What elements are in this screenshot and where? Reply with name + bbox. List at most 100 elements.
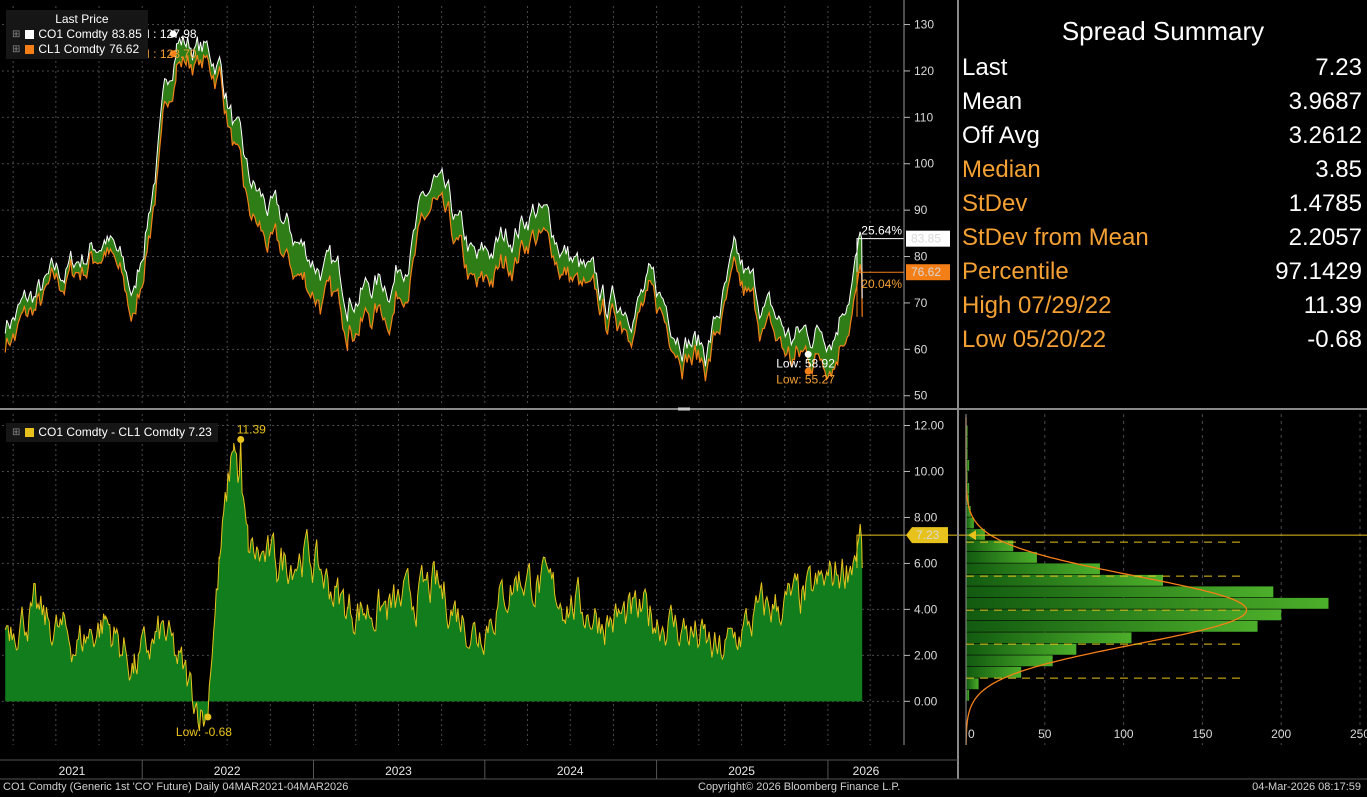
axes: 2021 2022 2023 2024 2025 2026 130 120 110 100 90 80… [0,0,1367,780]
histogram-plot [965,417,1329,745]
summary-value: -0.68 [1307,326,1362,353]
summary-row: Off Avg 3.2612 [962,119,1364,153]
summary-label: High 07/29/22 [962,292,1112,319]
spread-tick-label: 10.00 [914,464,944,478]
spread-tick-label: 0.00 [914,694,938,708]
hist-bar [966,620,1258,632]
hist-tick-label: 250 [1350,727,1367,741]
summary-row: High 07/29/22 11.39 [962,289,1364,323]
spread-tick-label: 8.00 [914,510,938,524]
hist-bar [966,643,1077,655]
summary-value: 2.2057 [1288,224,1362,251]
summary-value: 1.4785 [1288,190,1362,217]
spread-fill [5,35,863,382]
summary-value: 3.85 [1315,156,1362,183]
last-step-cl1 [856,271,904,317]
year-label: 2022 [214,764,241,778]
expand-icon: ⊞ [12,29,21,40]
hist-bar [966,597,1329,609]
summary-value: 3.9687 [1288,88,1362,115]
spread-summary: Spread Summary Last 7.23 Mean 3.9687 Off Avg… [962,16,1364,357]
summary-row: Percentile 97.1429 [962,255,1364,289]
swatch-cl1 [25,45,35,54]
summary-label: Mean [962,88,1023,115]
hist-bar [966,505,971,517]
legend-cl1-name: CL1 Comdty [38,42,106,56]
year-label: 2021 [59,764,86,778]
legend-item-co1[interactable]: ⊞ CO1 Comdty 83.85 [12,27,142,42]
hist-bar [966,436,968,448]
last-tag-cl1-text: 76.62 [911,265,941,279]
last-step-spread [856,534,904,569]
summary-label: Median [962,156,1041,183]
last-tag-spread-text: 7.23 [916,528,940,542]
pct-label-cl1: 20.04% [861,277,902,291]
last-tag-co1-text: 83.85 [911,232,941,246]
price-plot [4,35,904,382]
high-label-cl1: H : 123.70 [141,47,197,61]
high-marker-co1 [169,30,177,38]
swatch-co1 [25,30,35,39]
high-label-co1: H : 127.98 [141,27,197,41]
low-label-spread: Low: -0.68 [176,725,232,739]
spread-tick-label: 12.00 [914,418,944,432]
hist-bar [966,425,968,437]
hist-bar [966,586,1274,598]
summary-title: Spread Summary [1061,16,1265,46]
summary-label: StDev [962,190,1028,217]
legend-item-cl1[interactable]: ⊞ CL1 Comdty 76.62 [12,42,142,57]
annotations: 83.85 76.62 25.64% 20.04% H : 127.98 H : 123.… [141,27,950,739]
summary-row: Median 3.85 [962,153,1364,187]
summary-row: StDev 1.4785 [962,187,1364,221]
hist-bar [966,448,968,460]
summary-value: 11.39 [1303,292,1362,319]
price-legend-title: Last Price [55,12,109,26]
hist-tick-label: 0 [968,727,975,741]
legend-co1-last: 83.85 [111,27,142,41]
price-tick-label: 100 [914,157,934,171]
swatch-spread [25,428,35,437]
hist-tick-label: 50 [1038,727,1052,741]
price-tick-label: 80 [914,250,928,264]
hist-bar [966,632,1132,644]
spread-tick-label: 6.00 [914,556,938,570]
spread-tick-label: 2.00 [914,648,938,662]
footer-timestamp: 04-Mar-2026 08:17:59 [1252,781,1361,793]
spread-legend[interactable]: ⊞ CO1 Comdty - CL1 Comdty 7.23 [6,423,218,442]
expand-icon: ⊞ [12,44,21,55]
hist-bar [966,459,970,471]
hist-tick-label: 200 [1271,727,1291,741]
expand-icon: ⊞ [12,427,21,438]
last-tag-cl1 [906,264,950,281]
summary-row: Low 05/20/22 -0.68 [962,323,1364,357]
hist-bar [966,551,1037,563]
price-tick-label: 60 [914,342,928,356]
summary-value: 3.2612 [1288,122,1362,149]
spread-line [4,439,863,732]
hist-tick-label: 150 [1192,727,1212,741]
price-tick-label: 50 [914,389,928,403]
hist-bar [966,574,1163,586]
summary-label: Percentile [962,258,1069,285]
hist-bar [966,471,968,483]
high-label-spread: 11.39 [237,423,266,437]
hist-bar [966,689,970,701]
price-legend: Last Price ⊞ CO1 Comdty 83.85 ⊞ CL1 Comd… [6,10,148,59]
summary-row: StDev from Mean 2.2057 [962,221,1364,255]
low-label-cl1: Low: 55.27 [776,372,835,386]
price-tick-label: 130 [914,18,934,32]
summary-label: Off Avg [962,122,1040,149]
year-label: 2023 [385,764,412,778]
legend-cl1-last: 76.62 [109,42,140,56]
hist-bar [966,563,1100,575]
spread-tick-label: 4.00 [914,602,938,616]
summary-row: Mean 3.9687 [962,85,1364,119]
footer-copyright: Copyright© 2026 Bloomberg Finance L.P. [698,781,901,793]
low-marker-cl1 [804,367,812,375]
price-tick-label: 90 [914,203,928,217]
year-label: 2026 [853,764,880,778]
high-marker-spread [237,436,245,444]
series-line-co1 [4,35,863,367]
last-tag-spread [906,527,948,544]
summary-label: StDev from Mean [962,224,1149,251]
